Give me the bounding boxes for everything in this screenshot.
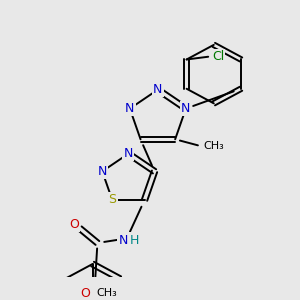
- Text: O: O: [81, 287, 91, 300]
- Text: N: N: [118, 234, 128, 247]
- Text: O: O: [69, 218, 79, 231]
- Text: S: S: [108, 194, 116, 206]
- Text: N: N: [124, 147, 133, 160]
- Text: N: N: [98, 165, 107, 178]
- Text: H: H: [130, 234, 140, 247]
- Text: N: N: [153, 83, 163, 96]
- Text: N: N: [181, 102, 190, 115]
- Text: Cl: Cl: [212, 50, 224, 63]
- Text: CH₃: CH₃: [203, 141, 224, 151]
- Text: CH₃: CH₃: [96, 288, 117, 298]
- Text: N: N: [125, 102, 134, 115]
